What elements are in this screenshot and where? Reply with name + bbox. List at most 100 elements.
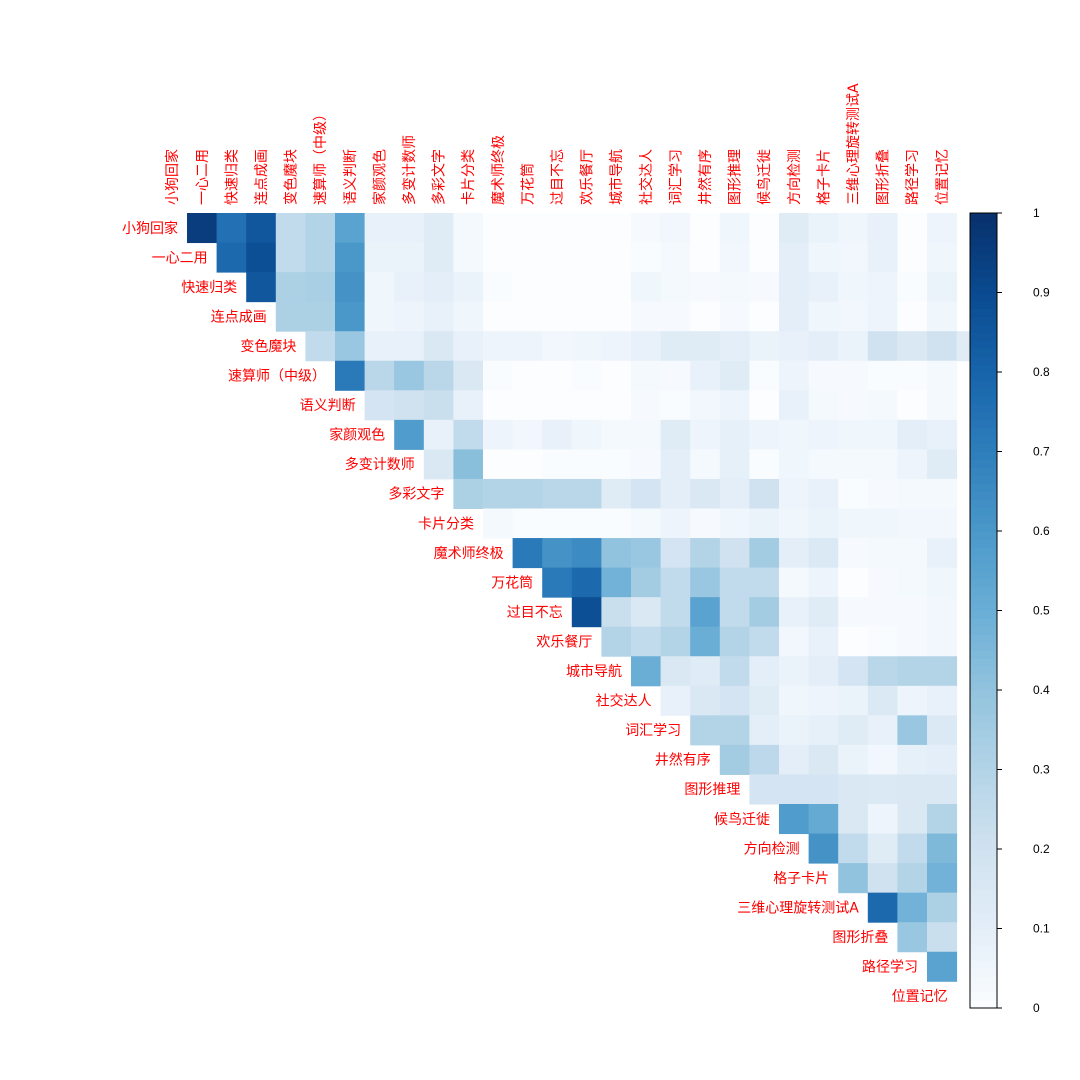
colorbar-segment <box>970 515 997 524</box>
heatmap-cell <box>779 685 810 716</box>
row-label: 速算师（中级） <box>228 369 326 385</box>
heatmap-cell <box>779 508 810 539</box>
heatmap-cell <box>719 449 750 480</box>
heatmap-cell <box>571 301 602 332</box>
column-label: 图形推理 <box>728 149 744 205</box>
colorbar-segment <box>970 737 997 747</box>
column-label: 万花筒 <box>519 163 536 205</box>
heatmap-cell <box>690 478 721 509</box>
colorbar-tick-label: 0.1 <box>1033 922 1050 936</box>
heatmap-cell <box>867 597 898 628</box>
heatmap-cell <box>779 656 810 687</box>
heatmap-cell <box>512 538 543 569</box>
column-label: 社交达人 <box>638 149 655 205</box>
colorbar-tick-label: 0 <box>1033 1001 1040 1015</box>
heatmap-cell <box>838 744 869 775</box>
heatmap-cell <box>483 390 514 421</box>
heatmap-cell <box>838 597 869 628</box>
heatmap-cell <box>660 567 691 598</box>
heatmap-cell <box>631 419 662 450</box>
colorbar-segment <box>970 260 997 270</box>
heatmap-cell <box>867 301 898 332</box>
colorbar-segment <box>970 642 997 651</box>
colorbar-segment <box>970 936 997 945</box>
heatmap-cell <box>571 508 602 539</box>
heatmap-cell <box>305 242 336 273</box>
heatmap-cell <box>867 213 898 244</box>
colorbar-segment <box>970 864 997 874</box>
heatmap-cell <box>423 213 454 244</box>
heatmap-cell <box>808 744 839 775</box>
heatmap-cell <box>571 331 602 362</box>
colorbar-segment <box>970 220 997 230</box>
heatmap-cell <box>631 626 662 657</box>
heatmap-cell <box>749 360 780 391</box>
heatmap-cell <box>927 656 958 687</box>
heatmap-cell <box>394 419 425 450</box>
column-label: 格子卡片 <box>816 149 832 205</box>
colorbar-segment <box>970 721 997 731</box>
heatmap-cell <box>749 301 780 332</box>
heatmap-cell <box>394 213 425 244</box>
colorbar-segment <box>970 960 997 969</box>
heatmap-cell <box>601 449 632 480</box>
column-label: 卡片分类 <box>461 149 477 205</box>
heatmap-cell <box>897 272 928 303</box>
heatmap-cell <box>867 715 898 746</box>
heatmap-cell <box>660 449 691 480</box>
heatmap-cell <box>631 301 662 332</box>
heatmap-cell <box>690 301 721 332</box>
heatmap-cell <box>483 272 514 303</box>
heatmap-cell <box>927 360 958 391</box>
heatmap-cell <box>719 419 750 450</box>
heatmap-cell <box>690 538 721 569</box>
heatmap-cell <box>571 478 602 509</box>
heatmap-cell <box>690 567 721 598</box>
heatmap-cell <box>897 360 928 391</box>
heatmap-cell <box>808 449 839 480</box>
colorbar-segment <box>970 872 997 882</box>
row-label: 变色魔块 <box>240 338 296 355</box>
heatmap-cell <box>542 449 573 480</box>
heatmap-cell <box>867 478 898 509</box>
heatmap-cell <box>867 685 898 716</box>
heatmap-cell <box>808 538 839 569</box>
heatmap-cell <box>719 715 750 746</box>
heatmap-cell <box>246 213 277 244</box>
heatmap-cell <box>927 626 958 657</box>
heatmap-cell <box>719 272 750 303</box>
heatmap-cell <box>483 242 514 273</box>
colorbar-segment <box>970 769 997 779</box>
colorbar-segment <box>970 244 997 254</box>
colorbar-segment <box>970 252 997 262</box>
heatmap-cell <box>542 538 573 569</box>
heatmap-cell <box>838 272 869 303</box>
heatmap-cell <box>631 213 662 244</box>
heatmap-cell <box>690 419 721 450</box>
heatmap-cell <box>897 804 928 835</box>
heatmap-cell <box>571 419 602 450</box>
colorbar-segment <box>970 841 997 850</box>
heatmap-cell <box>927 774 958 805</box>
heatmap-cell <box>897 626 928 657</box>
heatmap-cell <box>808 715 839 746</box>
heatmap-cell <box>897 863 928 894</box>
heatmap-cell <box>897 833 928 864</box>
colorbar-segment <box>970 825 997 834</box>
row-label: 位置记忆 <box>892 989 948 1005</box>
heatmap-cell <box>749 774 780 805</box>
heatmap-cell <box>897 242 928 273</box>
colorbar-segment <box>970 507 997 516</box>
colorbar-segment <box>970 674 997 683</box>
colorbar-segment <box>970 562 997 572</box>
heatmap-cell <box>927 301 958 332</box>
heatmap-cell <box>394 272 425 303</box>
colorbar-segment <box>970 817 997 826</box>
heatmap-cell <box>927 478 958 509</box>
colorbar-segment <box>970 888 997 898</box>
heatmap-cell <box>749 508 780 539</box>
colorbar-segment <box>970 570 997 580</box>
row-label: 家颜观色 <box>329 427 385 444</box>
